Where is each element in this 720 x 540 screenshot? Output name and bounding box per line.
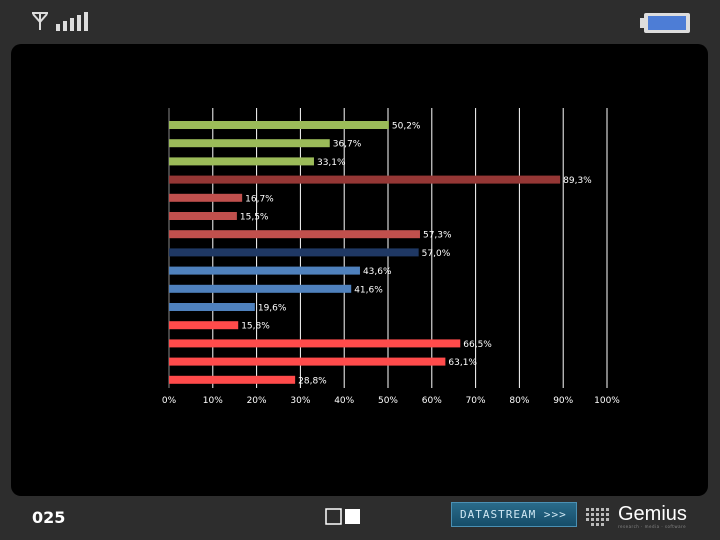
bar-data-label: 89,3% — [563, 176, 592, 186]
datastream-button[interactable]: DATASTREAM >>> — [451, 502, 577, 527]
slide-toggle-icon[interactable] — [325, 508, 361, 526]
bar — [169, 339, 461, 348]
bar — [169, 321, 239, 330]
x-tick-label: 30% — [290, 396, 310, 406]
bar-data-label: 50,2% — [392, 122, 421, 132]
bar — [169, 357, 446, 366]
bar — [169, 375, 296, 384]
bar — [169, 212, 237, 220]
bar-data-label: 41,6% — [354, 285, 383, 295]
bar — [169, 230, 420, 239]
gemius-grid-icon — [586, 508, 609, 526]
bar-data-label: 63,1% — [448, 358, 477, 368]
x-tick-label: 80% — [509, 396, 529, 406]
bar — [169, 266, 360, 275]
signal-strength-icon — [32, 12, 88, 31]
x-tick-label: 10% — [203, 396, 223, 406]
bar-data-label: 15,8% — [241, 322, 270, 332]
bar — [169, 139, 330, 148]
gemius-logo: Gemius research · media · software — [586, 503, 687, 529]
logo-text: Gemius — [618, 503, 687, 525]
bar-data-label: 28,8% — [298, 376, 327, 386]
datastream-button-label: DATASTREAM >>> — [460, 508, 567, 521]
bar-data-label: 43,6% — [363, 267, 392, 277]
x-tick-label: 0% — [162, 396, 177, 406]
x-tick-label: 60% — [422, 396, 442, 406]
bar-data-label: 57,0% — [422, 249, 451, 259]
bar-data-label: 36,7% — [333, 140, 362, 150]
x-tick-label: 20% — [247, 396, 267, 406]
bar — [169, 157, 314, 166]
bar-data-label: 66,5% — [463, 340, 492, 350]
bar — [169, 193, 243, 202]
page-number: 025 — [32, 508, 66, 527]
x-tick-label: 70% — [466, 396, 486, 406]
x-tick-label: 50% — [378, 396, 398, 406]
bar — [169, 284, 352, 293]
bar — [169, 121, 389, 129]
battery-icon — [640, 13, 690, 33]
bar-data-label: 33,1% — [317, 158, 346, 168]
bar-data-label: 16,7% — [245, 194, 274, 204]
chart-screen: 50,2% 36,7% 33,1% 89,3% 16,7% 15,5% 57,3% 57,0%… — [11, 44, 708, 496]
bar — [169, 303, 255, 311]
bar — [169, 175, 561, 184]
x-tick-label: 100% — [594, 396, 620, 406]
bar — [169, 248, 419, 257]
x-tick-label: 90% — [553, 396, 573, 406]
bar-data-label: 15,5% — [240, 213, 269, 223]
logo-tagline: research · media · software — [618, 524, 687, 529]
x-tick-label: 40% — [334, 396, 354, 406]
bar-chart: 50,2% 36,7% 33,1% 89,3% 16,7% 15,5% 57,3% 57,0%… — [162, 108, 620, 406]
bar-data-label: 19,6% — [258, 304, 287, 314]
bar-data-label: 57,3% — [423, 231, 452, 241]
status-bar — [0, 0, 720, 44]
